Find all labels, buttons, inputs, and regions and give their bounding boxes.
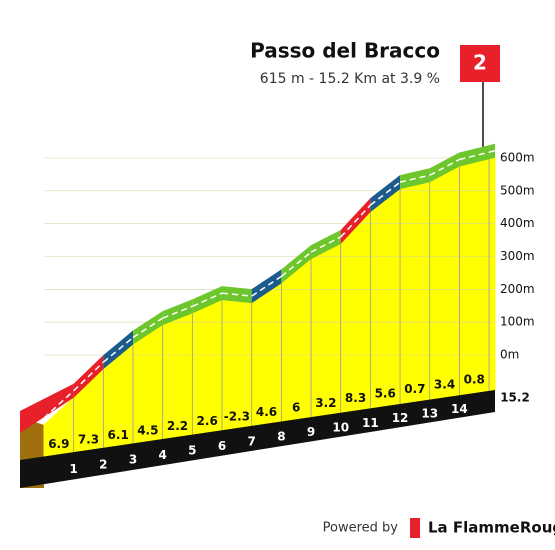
flag [460,45,500,82]
x-tick-label: 8 [277,430,285,444]
x-tick-label: 6 [218,439,226,453]
band-dash [162,305,193,319]
x-tick-label: 4 [159,448,167,462]
y-tick-label: 500m [500,183,535,197]
profile-fill [310,243,342,420]
band-dash [192,292,223,308]
gradient-label: 5.6 [375,387,396,401]
gradient-band [429,152,460,183]
x-tick-label: 1 [69,462,77,476]
band-dash [102,336,134,363]
x-tick-label: 7 [248,434,256,448]
x-tick-label: 3 [129,453,137,467]
gradient-label: 4.6 [256,405,277,419]
gradient-label: 7.3 [78,433,99,447]
gradient-label: 0.8 [464,373,485,387]
gradient-band [281,245,312,284]
powered-by: Powered by [323,521,399,536]
gradient-band [133,311,163,345]
x-tick-label: 9 [307,425,315,439]
x-tick-label: 12 [392,411,409,425]
brand-logo [410,518,420,538]
gradient-label: 3.2 [315,396,336,410]
gradient-label: 2.6 [197,414,218,428]
profile-fill [488,157,496,392]
band-dash [459,151,490,161]
brand: La FlammeRouge [428,519,555,537]
profile-fill [458,158,490,397]
y-tick-label: 200m [500,282,535,296]
chart-title: Passo del Bracco [250,39,440,63]
base-strip [20,390,495,488]
gradient-band [311,230,341,260]
band-dash [221,292,252,297]
x-tick-label: 13 [421,407,438,421]
gradient-band [20,383,74,433]
climb-number: 2 [473,51,487,75]
gradient-band [370,175,401,213]
x-tick-label: 14 [451,402,468,416]
gradient-label: 0.7 [404,382,425,396]
profile-fill [399,181,431,406]
x-tick-label: 10 [332,420,349,434]
gradient-band [251,269,282,304]
y-tick-label: 600m [500,151,535,165]
y-tick-label: 100m [500,315,535,329]
gradient-band [103,330,134,370]
profile-fill [340,210,371,415]
gradient-band [192,286,223,314]
band-dash [399,174,430,183]
band-dash [73,361,104,392]
gradient-label: 2.2 [167,419,188,433]
band-dash [369,181,401,206]
band-dash [280,251,312,277]
x-tick-label: 2 [99,457,107,471]
profile-fill [429,165,460,401]
gradient-label: 6.9 [48,437,69,451]
band-dash [340,204,371,238]
profile: 0m 100m 200m 300m 400m 500m 600m 6.9 7.3 6.1 4.5 2.… [20,143,535,488]
gradient-label: -2.3 [224,410,250,424]
gradient-label: 4.5 [137,423,158,437]
x-tick-label: 11 [362,416,379,430]
gradient-label: 6.1 [108,428,129,442]
y-tick-label: 0m [500,348,519,362]
band-dash [132,317,164,339]
band-dash [488,149,496,153]
x-tick-label: 15.2 [500,391,530,405]
band-dash [310,236,342,253]
gradient-label: 6 [292,400,300,414]
y-tick-label: 400m [500,216,535,230]
gradient-label: 8.3 [345,391,366,405]
chart-subtitle: 615 m - 15.2 Km at 3.9 % [260,71,440,87]
band-dash [429,158,460,176]
x-tick-label: 5 [188,443,196,457]
profile-fill [369,188,401,410]
band-dash [251,275,282,297]
y-tick-label: 300m [500,249,535,263]
gradient-label: 3.4 [434,377,455,391]
band-dash [43,390,75,419]
profile-fill [280,258,312,424]
